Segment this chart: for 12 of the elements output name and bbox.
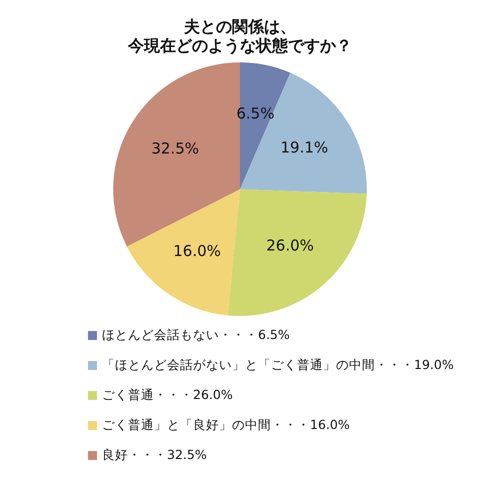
legend-label: ごく普通・・・26.0% — [102, 386, 233, 404]
data-label: 6.5% — [236, 104, 274, 123]
legend-label: 良好・・・32.5% — [102, 446, 207, 464]
chart-subtitle: 今現在どのような状態ですか？ — [127, 36, 352, 55]
legend-label: ごく普通」と「良好」の中間・・・16.0% — [102, 416, 350, 434]
data-label: 16.0% — [173, 242, 221, 260]
chart-title: 夫との関係は、 — [183, 16, 296, 36]
data-label: 19.1% — [280, 138, 328, 156]
data-label: 26.0% — [266, 236, 314, 254]
data-label: 32.5% — [151, 139, 199, 158]
legend-label: ほとんど会話もない・・・6.5% — [102, 326, 290, 344]
legend-label: 「ほとんど会話がない」と「ごく普通」の中間・・・19.0% — [102, 356, 454, 374]
